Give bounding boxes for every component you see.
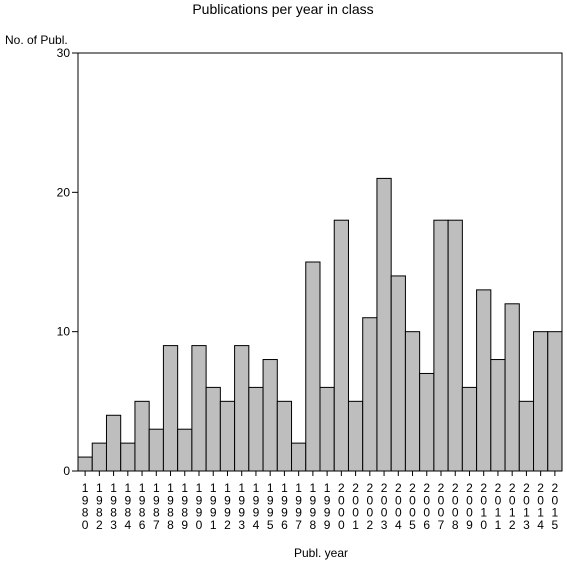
bar-1988 — [162, 345, 179, 472]
bar-2015 — [547, 331, 563, 472]
bar-2013 — [518, 400, 535, 472]
bar-2006 — [419, 372, 435, 472]
y-axis-ticks: 0 10 20 30 — [57, 46, 78, 478]
bar-2010 — [476, 289, 492, 472]
bar-1980 — [77, 456, 93, 472]
y-tick-label: 30 — [57, 46, 71, 60]
bar-1984 — [120, 442, 136, 472]
bar-1998 — [305, 261, 321, 472]
bar-2001 — [347, 400, 364, 472]
bar-1995 — [262, 359, 278, 472]
y-axis-label: No. of Publ. — [5, 33, 68, 47]
bar-1982 — [91, 442, 107, 472]
bar-1992 — [219, 400, 236, 472]
y-tick-label: 0 — [63, 464, 70, 478]
x-axis-label: Publ. year — [294, 546, 348, 560]
bar-1991 — [205, 386, 221, 472]
chart-title: Publications per year in class — [192, 1, 373, 17]
bar-1987 — [148, 428, 164, 472]
bar-2009 — [461, 386, 478, 472]
y-tick-label: 10 — [57, 325, 71, 339]
bar-2007 — [433, 219, 449, 472]
bar-1997 — [291, 442, 307, 472]
bars-group — [77, 177, 563, 472]
x-axis-ticks: 1 9 8 0 1 9 8 2 1 9 8 3 1 9 8 4 1 9 8 6 1 9 8 7 1 9 8 8 1 9 8 9 1 9 9 0 1 9 9 1… — [82, 471, 559, 532]
bar-2002 — [362, 317, 378, 472]
bar-1986 — [134, 400, 150, 472]
bar-1999 — [319, 386, 335, 472]
bar-1990 — [191, 345, 207, 472]
bar-1994 — [248, 386, 264, 472]
bar-1996 — [276, 400, 293, 472]
bar-2005 — [404, 331, 421, 472]
plot-frame — [77, 52, 563, 472]
y-tick-label: 20 — [57, 185, 71, 199]
bar-1993 — [234, 345, 250, 472]
bar-2012 — [504, 303, 520, 472]
bar-2014 — [533, 331, 549, 472]
bar-1983 — [105, 414, 122, 472]
bar-1989 — [177, 428, 193, 472]
bar-2003 — [376, 177, 392, 472]
bar-2008 — [447, 219, 463, 472]
bar-2011 — [490, 359, 506, 472]
bar-2000 — [333, 219, 349, 472]
bar-2004 — [390, 275, 406, 472]
